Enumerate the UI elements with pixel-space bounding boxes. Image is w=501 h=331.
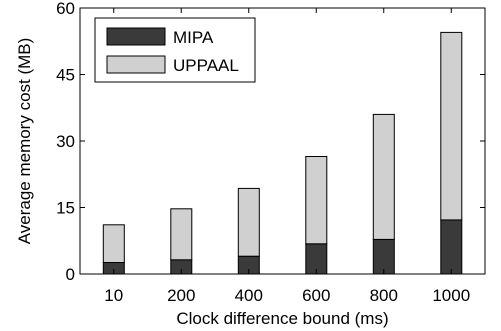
legend-swatch-uppaal [106, 55, 166, 74]
y-tick-label-45: 45 [56, 66, 75, 85]
y-tick-label-60: 60 [56, 0, 75, 18]
bar-uppaal-1000 [440, 31, 463, 221]
x-tick-label-800: 800 [370, 286, 398, 305]
bars [102, 31, 463, 275]
legend-swatch-mipa [106, 27, 166, 46]
bar-mipa-1000 [440, 219, 463, 275]
legend-label-uppaal: UPPAAL [173, 56, 239, 75]
y-axis: 0 15 30 45 60 [56, 0, 485, 284]
x-tick-label-200: 200 [167, 286, 195, 305]
x-tick-label-600: 600 [302, 286, 330, 305]
y-tick-label-30: 30 [56, 132, 75, 151]
bar-uppaal-10 [102, 224, 125, 264]
x-axis-title: Clock difference bound (ms) [176, 309, 388, 328]
x-tick-label-1000: 1000 [432, 286, 470, 305]
y-axis-title: Average memory cost (MB) [15, 38, 34, 245]
bar-uppaal-800 [372, 113, 395, 240]
bar-mipa-800 [372, 238, 395, 275]
bar-uppaal-600 [305, 156, 328, 245]
y-tick-label-15: 15 [56, 199, 75, 218]
x-tick-label-10: 10 [104, 286, 123, 305]
legend: MIPA UPPAAL [94, 17, 256, 83]
x-tick-label-400: 400 [235, 286, 263, 305]
bar-uppaal-400 [237, 187, 260, 257]
x-axis: 10 200 400 600 800 1000 [104, 8, 470, 305]
bar-uppaal-200 [170, 208, 193, 261]
y-tick-label-0: 0 [66, 265, 75, 284]
legend-label-mipa: MIPA [173, 28, 214, 47]
